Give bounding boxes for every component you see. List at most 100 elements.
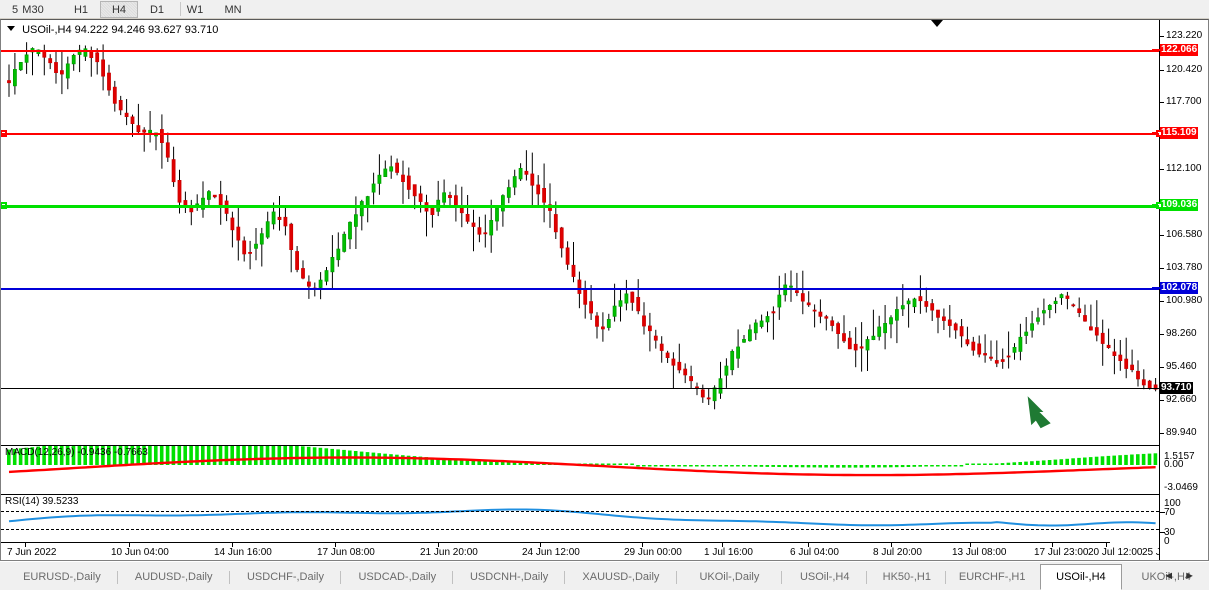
timeframe-button-h1[interactable]: H1 bbox=[73, 4, 89, 16]
chart-tab-hk50h1[interactable]: HK50-,H1 bbox=[882, 571, 931, 583]
price-axis-label: 120.420 bbox=[1166, 63, 1203, 75]
chevron-down-icon[interactable] bbox=[7, 26, 15, 31]
price-axis-label: 92.660 bbox=[1166, 394, 1197, 406]
rsi-scale-label: 30 bbox=[1164, 527, 1176, 538]
time-axis-tick bbox=[970, 543, 971, 547]
tab-scroll-controls[interactable]: ◄► bbox=[1163, 570, 1205, 582]
timeframe-toolbar: 5 M30 H1 H4 D1 W1 MN bbox=[0, 0, 1209, 19]
price-axis-tick bbox=[1160, 367, 1164, 369]
time-axis-tick bbox=[540, 543, 541, 547]
macd-series bbox=[7, 446, 1158, 477]
chart-tab-usoilh4-active[interactable]: USOil-,H4 bbox=[1040, 564, 1122, 590]
price-level-tag-93.710[interactable]: 93.710 bbox=[1160, 381, 1193, 394]
time-axis-label: 14 Jun 16:00 bbox=[214, 547, 272, 558]
symbol-header-text: USOil-,H4 94.222 94.246 93.627 93.710 bbox=[22, 24, 219, 36]
price-axis-tick bbox=[1160, 102, 1164, 104]
price-axis-tick bbox=[1160, 69, 1164, 71]
price-axis-tick bbox=[1160, 168, 1164, 170]
macd-scale-label: -3.0469 bbox=[1164, 482, 1198, 493]
price-axis-label: 89.940 bbox=[1166, 426, 1197, 438]
chart-tab-eurusddaily[interactable]: EURUSD-,Daily bbox=[23, 571, 101, 583]
time-axis-tick bbox=[1052, 543, 1053, 547]
rsi-band-tick bbox=[1160, 512, 1165, 513]
time-axis-tick bbox=[642, 543, 643, 547]
rsi-scale-label: 0 bbox=[1164, 536, 1170, 547]
rsi-band-tick bbox=[1160, 532, 1165, 533]
macd-pane[interactable]: MACD(12,26,9) -0.9436 -0.7663 bbox=[1, 445, 1159, 494]
chart-tab-usdchfdaily[interactable]: USDCHF-,Daily bbox=[246, 571, 324, 583]
time-axis-tick bbox=[25, 543, 26, 547]
rsi-label: RSI(14) 39.5233 bbox=[5, 496, 79, 507]
time-axis-label: 6 Jul 04:00 bbox=[790, 547, 839, 558]
chart-tab-bar: EURUSD-,Daily AUDUSD-,Daily USDCHF-,Daily U… bbox=[0, 561, 1209, 590]
chart-frame[interactable]: USOil-,H4 94.222 94.246 93.627 93.710 MA… bbox=[0, 19, 1209, 561]
timeframe-button-h4[interactable]: H4 bbox=[100, 1, 138, 18]
price-axis-tick bbox=[1160, 36, 1164, 38]
tab-separator bbox=[781, 571, 782, 584]
price-axis-tick bbox=[1160, 333, 1164, 335]
price-axis-tick bbox=[1160, 267, 1164, 269]
time-axis-tick bbox=[891, 543, 892, 547]
price-level-tag-115.109[interactable]: 115.109 bbox=[1160, 127, 1198, 140]
chart-tab-audusddaily[interactable]: AUDUSD-,Daily bbox=[134, 571, 213, 583]
timeframe-button-d1[interactable]: D1 bbox=[149, 4, 165, 16]
chart-plot-area[interactable]: USOil-,H4 94.222 94.246 93.627 93.710 MA… bbox=[1, 20, 1159, 560]
price-axis-label: 100.980 bbox=[1166, 295, 1203, 307]
chart-tab-usdcnhdaily[interactable]: USDCNH-,Daily bbox=[469, 571, 549, 583]
price-pane[interactable]: USOil-,H4 94.222 94.246 93.627 93.710 bbox=[1, 20, 1159, 444]
price-level-tag-109.036[interactable]: 109.036 bbox=[1160, 199, 1199, 212]
price-axis-label: 103.780 bbox=[1166, 261, 1203, 273]
price-axis-label: 106.580 bbox=[1166, 228, 1203, 240]
timeframe-button-m30[interactable]: M30 bbox=[22, 4, 44, 16]
time-axis-label: 20 Jul 12:00 bbox=[1088, 547, 1143, 558]
rsi-scale-label: 100 bbox=[1164, 498, 1181, 509]
time-axis-label: 17 Jul 23:00 bbox=[1034, 547, 1089, 558]
price-axis-label: 95.460 bbox=[1166, 361, 1197, 373]
time-axis-tick bbox=[1106, 543, 1107, 547]
time-axis-label: 8 Jul 20:00 bbox=[873, 547, 922, 558]
price-level-tag-102.078[interactable]: 102.078 bbox=[1160, 282, 1199, 295]
tab-separator bbox=[228, 571, 230, 584]
timeframe-button-w1[interactable]: W1 bbox=[186, 4, 204, 16]
price-level-line-115.109[interactable] bbox=[1, 133, 1159, 136]
chart-tab-usoilh4[interactable]: USOil-,H4 bbox=[799, 571, 850, 583]
macd-label: MACD(12,26,9) -0.9436 -0.7663 bbox=[5, 447, 148, 458]
chart-tab-eurchfh1[interactable]: EURCHF-,H1 bbox=[958, 571, 1026, 583]
time-axis-tick bbox=[722, 543, 723, 547]
rsi-pane[interactable]: RSI(14) 39.5233 bbox=[1, 494, 1159, 542]
time-axis-label: 21 Jun 20:00 bbox=[420, 547, 478, 558]
price-level-line-122.066[interactable] bbox=[1, 50, 1159, 53]
time-axis-label: 25 Jul 00:00 bbox=[1142, 547, 1159, 558]
chart-tab-xauusddaily[interactable]: XAUUSD-,Daily bbox=[582, 571, 660, 583]
tab-scroll-right-icon[interactable]: ► bbox=[1184, 570, 1205, 582]
toolbar-separator bbox=[180, 2, 181, 16]
rsi-overbought-band bbox=[1, 511, 1159, 512]
price-level-line-102.078[interactable] bbox=[1, 288, 1159, 291]
timeframe-button-5[interactable]: 5 bbox=[11, 4, 19, 16]
macd-scale-label: 0.00 bbox=[1164, 459, 1184, 470]
timeframe-button-mn[interactable]: MN bbox=[224, 4, 242, 16]
price-axis-tick bbox=[1160, 234, 1164, 236]
price-level-line-93.710[interactable] bbox=[1, 387, 1159, 389]
tab-separator bbox=[945, 571, 947, 584]
price-axis-label: 112.100 bbox=[1166, 162, 1202, 174]
chart-tab-usdcaddaily[interactable]: USDCAD-,Daily bbox=[358, 571, 437, 583]
tab-scroll-left-icon[interactable]: ◄ bbox=[1163, 570, 1185, 582]
tab-separator bbox=[452, 571, 454, 584]
price-axis[interactable]: 123.220 120.420 117.700 112.100 106.580 103.7… bbox=[1152, 20, 1208, 560]
time-axis: 7 Jun 2022 10 Jun 04:00 14 Jun 16:00 17 Jun… bbox=[1, 542, 1159, 560]
price-level-line-109.036[interactable] bbox=[1, 205, 1159, 209]
price-axis-tick bbox=[1160, 400, 1164, 402]
time-axis-label: 24 Jun 12:00 bbox=[522, 547, 580, 558]
time-axis-tick bbox=[232, 543, 233, 547]
time-axis-label: 10 Jun 04:00 bbox=[111, 547, 169, 558]
symbol-header: USOil-,H4 94.222 94.246 93.627 93.710 bbox=[7, 24, 218, 36]
chart-tab-ukoilh4[interactable]: UKOil-,H4 bbox=[1141, 571, 1192, 583]
price-axis-label: 98.260 bbox=[1166, 327, 1197, 339]
candlestick-series bbox=[7, 42, 1158, 410]
price-level-tag-122.066[interactable]: 122.066 bbox=[1160, 44, 1199, 57]
macd-scale-label: 1.5157 bbox=[1164, 451, 1195, 462]
time-axis-tick bbox=[129, 543, 130, 547]
chart-tab-ukoildaily[interactable]: UKOil-,Daily bbox=[699, 571, 760, 583]
